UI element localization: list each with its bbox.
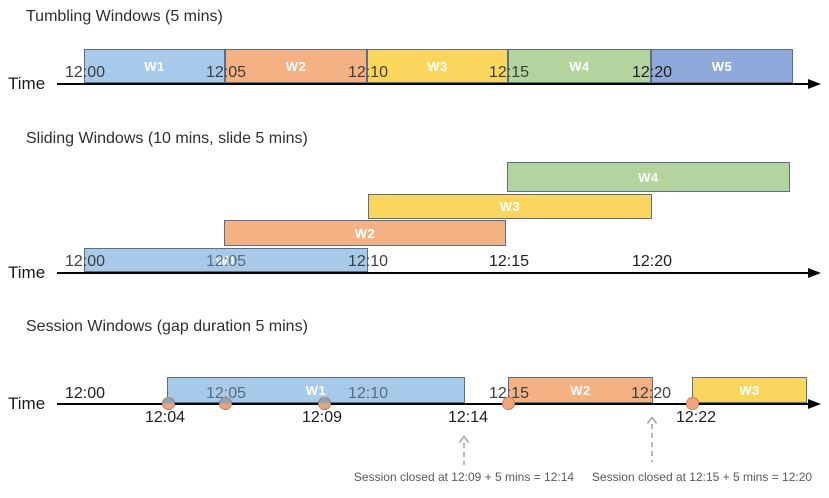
tumbling-tick-1220: 12:20 [631, 64, 673, 81]
session-time-axis [57, 403, 809, 405]
session-tick-1210: 12:10 [347, 385, 389, 402]
event-time-label-1222: 12:22 [675, 409, 717, 426]
session-window-w3: W3 [692, 377, 807, 403]
sliding-window-w4: W4 [507, 162, 790, 192]
window-label: W1 [144, 58, 165, 74]
tumbling-window-w3: W3 [367, 49, 508, 83]
sliding-window-w1: W1 [84, 248, 368, 272]
session-section-title: Session Windows (gap duration 5 mins) [26, 318, 308, 335]
session-close-label-1214: 12:14 [447, 409, 489, 426]
window-label: W3 [427, 58, 448, 74]
sliding-axis-arrowhead-icon [808, 268, 821, 278]
callout-arrow-1220-icon [646, 416, 658, 462]
event-dot-1204 [162, 397, 175, 410]
sliding-window-w3: W3 [368, 194, 652, 219]
tumbling-window-w4: W4 [508, 49, 651, 83]
sliding-tick-1215: 12:15 [488, 253, 530, 270]
sliding-tick-1205: 12:05 [205, 253, 247, 270]
tumbling-tick-1215: 12:15 [488, 64, 530, 81]
window-label: W2 [570, 382, 591, 398]
sliding-time-axis [57, 272, 809, 274]
sliding-section-title: Sliding Windows (10 mins, slide 5 mins) [26, 130, 308, 147]
session-time-axis-label: Time [8, 394, 46, 413]
event-dot-unlabeled [219, 397, 232, 410]
session-tick-1205: 12:05 [205, 385, 247, 402]
window-label: W4 [569, 58, 590, 74]
event-dot-1222 [686, 397, 699, 410]
sliding-tick-1200: 12:00 [64, 253, 106, 270]
sliding-tick-1220: 12:20 [631, 253, 673, 270]
tumbling-tick-1200: 12:00 [64, 64, 106, 81]
sliding-window-w2: W2 [224, 220, 506, 246]
window-label: W5 [711, 58, 733, 74]
session-axis-arrowhead-icon [808, 399, 821, 409]
sliding-tick-1210: 12:10 [347, 253, 389, 270]
event-time-label-1204: 12:04 [144, 409, 186, 426]
tumbling-tick-1210: 12:10 [347, 64, 389, 81]
tumbling-section-title: Tumbling Windows (5 mins) [26, 8, 223, 25]
tumbling-axis-arrowhead-icon [808, 79, 821, 89]
window-label: W4 [638, 169, 659, 185]
tumbling-time-axis-label: Time [8, 74, 46, 93]
tumbling-time-axis [57, 83, 809, 85]
window-label: W1 [215, 252, 237, 268]
session-closed-annotation-1: Session closed at 12:09 + 5 mins = 12:14 [353, 470, 575, 484]
event-dot-1209 [318, 397, 331, 410]
session-window-w2: W2 [508, 377, 653, 403]
event-time-label-1209: 12:09 [301, 409, 343, 426]
sliding-time-axis-label: Time [8, 263, 46, 282]
session-closed-annotation-2: Session closed at 12:15 + 5 mins = 12:20 [591, 470, 813, 484]
session-window-w1: W1 [167, 377, 465, 403]
window-label: W3 [499, 199, 521, 214]
window-label: W1 [305, 382, 327, 398]
session-tick-1215: 12:15 [488, 385, 530, 402]
tumbling-window-w5: W5 [651, 49, 793, 83]
callout-arrow-1214-icon [458, 435, 470, 465]
session-tick-1220: 12:20 [630, 385, 672, 402]
window-label: W2 [285, 58, 307, 74]
tumbling-window-w2: W2 [225, 49, 367, 83]
window-label: W3 [739, 382, 760, 398]
tumbling-tick-1205: 12:05 [205, 64, 247, 81]
event-dot-1215 [502, 397, 515, 410]
session-tick-1200: 12:00 [64, 385, 106, 402]
window-label: W2 [354, 225, 376, 241]
tumbling-window-w1: W1 [84, 49, 225, 83]
